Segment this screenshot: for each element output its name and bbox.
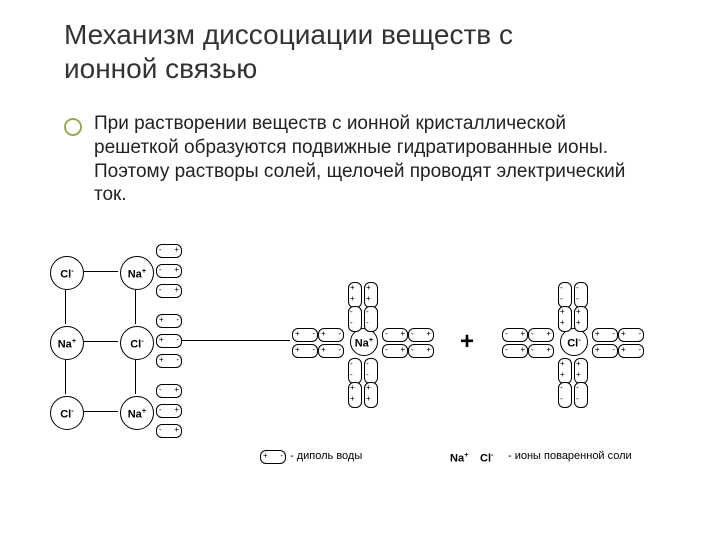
dipole-icon: +-	[592, 328, 618, 342]
dipole-icon: -+	[156, 404, 182, 418]
dipole-icon: -+	[528, 328, 554, 342]
dipole-icon: --	[558, 382, 572, 408]
dipole-icon: -+	[408, 344, 434, 358]
dipole-icon: -+	[156, 284, 182, 298]
legend-salt-label: - ионы поваренной соли	[508, 450, 632, 462]
dipole-icon: +-	[318, 328, 344, 342]
legend-dipole-label: - диполь воды	[290, 450, 362, 462]
legend-na-label: Na+	[450, 450, 469, 465]
dipole-icon: ++	[558, 358, 572, 384]
lattice-line	[84, 411, 118, 412]
dipole-icon: --	[364, 358, 378, 384]
hydrated-cl: Cl-	[560, 328, 588, 356]
lattice-line	[65, 290, 66, 324]
title-line1: Механизм диссоциации веществ с	[64, 19, 513, 50]
dipole-icon: -+	[502, 328, 528, 342]
dipole-icon: --	[574, 382, 588, 408]
dipole-icon: ++	[558, 306, 572, 332]
dipole-icon: -+	[156, 424, 182, 438]
dipole-icon: --	[558, 282, 572, 308]
dipole-icon: +-	[592, 344, 618, 358]
dipole-icon: ++	[348, 282, 362, 308]
lattice-cl-2: Cl-	[120, 326, 154, 360]
dipole-icon: -+	[156, 384, 182, 398]
dissociation-diagram: Cl- Na+ -+ -+ -+ Na+ Cl- +- +- +- Cl- Na…	[50, 250, 690, 520]
dipole-icon: ++	[364, 382, 378, 408]
legend-dipole-icon: +-	[260, 450, 286, 464]
dipole-icon: ++	[348, 382, 362, 408]
lattice-line	[135, 360, 136, 394]
body-paragraph: При растворении веществ с ионной кристал…	[94, 112, 654, 207]
slide-title: Механизм диссоциации веществ с ионной св…	[64, 18, 513, 85]
dipole-icon: +-	[292, 344, 318, 358]
lattice-na-2: Na+	[50, 326, 84, 360]
lattice-na-1: Na+	[120, 256, 154, 290]
dipole-icon: -+	[382, 328, 408, 342]
dipole-icon: -+	[156, 244, 182, 258]
dipole-icon: -+	[502, 344, 528, 358]
dipole-icon: +-	[156, 334, 182, 348]
lattice-line	[135, 290, 136, 324]
dipole-icon: +-	[618, 344, 644, 358]
dipole-icon: +-	[156, 354, 182, 368]
dipole-icon: +-	[618, 328, 644, 342]
bullet-icon	[64, 118, 82, 136]
dipole-icon: -+	[382, 344, 408, 358]
lattice-line	[65, 360, 66, 394]
title-line2: ионной связью	[64, 53, 257, 84]
lattice-line	[84, 341, 118, 342]
dipole-icon: ++	[364, 282, 378, 308]
arrow-line	[182, 340, 290, 341]
lattice-cl-3: Cl-	[50, 396, 84, 430]
dipole-icon: -+	[528, 344, 554, 358]
dipole-icon: ++	[574, 358, 588, 384]
dipole-icon: --	[348, 358, 362, 384]
lattice-cl-1: Cl-	[50, 256, 84, 290]
lattice-na-3: Na+	[120, 396, 154, 430]
hydrated-na: Na+	[350, 328, 378, 356]
legend-cl-label: Cl-	[480, 450, 494, 465]
dipole-icon: -+	[156, 264, 182, 278]
dipole-icon: ++	[574, 306, 588, 332]
dipole-icon: +-	[156, 314, 182, 328]
lattice-line	[84, 271, 118, 272]
dipole-icon: --	[364, 306, 378, 332]
dipole-icon: +-	[318, 344, 344, 358]
dipole-icon: --	[574, 282, 588, 308]
dipole-icon: --	[348, 306, 362, 332]
dipole-icon: -+	[408, 328, 434, 342]
dipole-icon: +-	[292, 328, 318, 342]
plus-operator: +	[460, 328, 474, 356]
